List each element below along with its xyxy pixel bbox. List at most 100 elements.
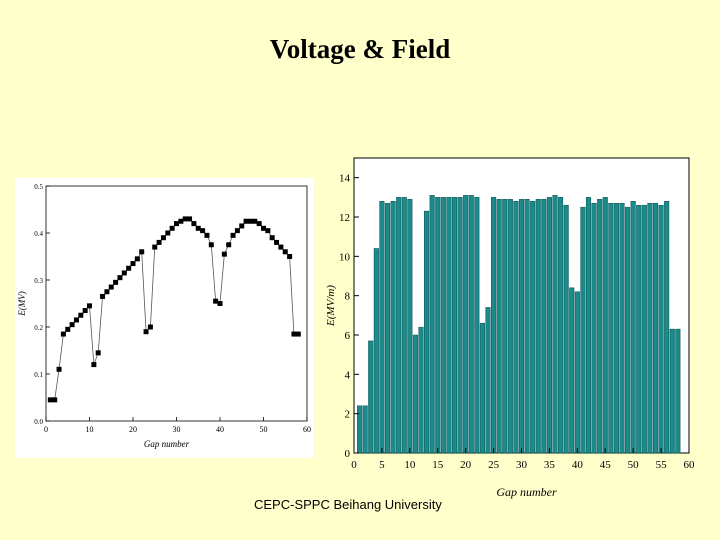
bar [463,195,469,454]
x-tick-label: 60 [684,459,695,471]
slide-title: Voltage & Field [269,34,451,64]
bar [535,199,541,454]
bar [602,197,608,454]
y-tick-label: 0.3 [34,277,43,285]
chart-background [15,178,313,458]
data-point [174,221,179,227]
data-point [87,303,92,309]
data-point [139,249,145,255]
data-point [160,235,166,241]
data-point [182,216,188,222]
x-tick-label: 20 [129,425,137,434]
bar [485,307,491,454]
bar [513,201,519,454]
data-point [108,284,114,290]
bar [435,197,441,454]
y-tick-label: 2 [345,409,351,421]
y-tick-label: 0.4 [34,230,43,238]
x-tick-label: 40 [216,425,224,434]
bar [451,197,458,454]
data-point [152,244,158,250]
y-tick-label: 14 [339,173,351,185]
x-tick-label: 5 [379,459,385,471]
data-point [52,397,58,403]
bar [379,201,385,454]
y-tick-label: 0 [345,448,351,460]
data-point [230,232,236,238]
x-tick-label: 10 [86,425,94,434]
data-point [234,228,240,234]
y-tick-label: 6 [345,330,351,342]
data-point [65,326,71,332]
bar [541,199,547,454]
bar [401,197,407,454]
bar [418,326,424,454]
x-tick-label: 15 [432,459,444,471]
bar [407,199,413,454]
bar [457,197,463,454]
bar [597,199,603,454]
data-point [100,293,106,299]
bar [479,322,485,454]
bar [613,202,619,454]
data-point [239,223,245,229]
data-point [73,317,79,323]
data-point [117,275,123,281]
data-point [269,235,275,241]
x-tick-label: 35 [544,459,556,471]
data-point [143,329,149,335]
data-point [104,289,110,295]
bar [373,248,379,454]
bar [558,197,564,454]
bar [641,204,647,454]
bar [664,201,670,454]
data-point [261,225,266,231]
data-point [200,228,206,234]
footer-text: CEPC-SPPC Beihang University [254,497,442,512]
bar [608,202,614,454]
y-tick-label: 0.0 [34,418,43,426]
data-point [287,254,293,259]
x-tick-label: 60 [303,425,311,434]
bar [390,201,396,454]
data-point [78,312,84,318]
bar [569,287,575,454]
bar [675,328,681,454]
y-axis-label: E(MV) [17,291,27,317]
data-point [243,218,249,224]
data-point [187,216,193,222]
data-point [156,239,162,245]
x-tick-label: 20 [460,459,472,471]
data-point [221,251,227,257]
x-tick-label: 10 [404,459,416,471]
data-point [213,298,219,304]
x-tick-label: 0 [351,459,357,471]
bar [384,202,391,454]
bar [546,197,552,454]
x-tick-label: 55 [656,459,668,471]
data-point [47,397,53,403]
data-point [130,261,136,267]
data-point [282,249,288,255]
bar [496,199,502,454]
bar [591,202,597,454]
x-axis-label: Gap number [496,485,557,499]
data-point [60,331,66,337]
data-point [295,331,301,337]
data-point [113,279,119,285]
bar [396,197,402,454]
data-point [274,239,280,245]
bar [552,195,558,454]
data-point [278,244,284,250]
bar [574,291,580,454]
bar [502,199,508,454]
bar [652,202,659,454]
bar [362,405,368,454]
y-tick-label: 0.2 [34,324,43,332]
data-point [226,242,232,248]
x-tick-label: 30 [173,425,181,434]
bar [585,197,592,454]
bar [530,201,536,454]
x-tick-label: 40 [572,459,584,471]
y-tick-label: 12 [339,212,350,224]
